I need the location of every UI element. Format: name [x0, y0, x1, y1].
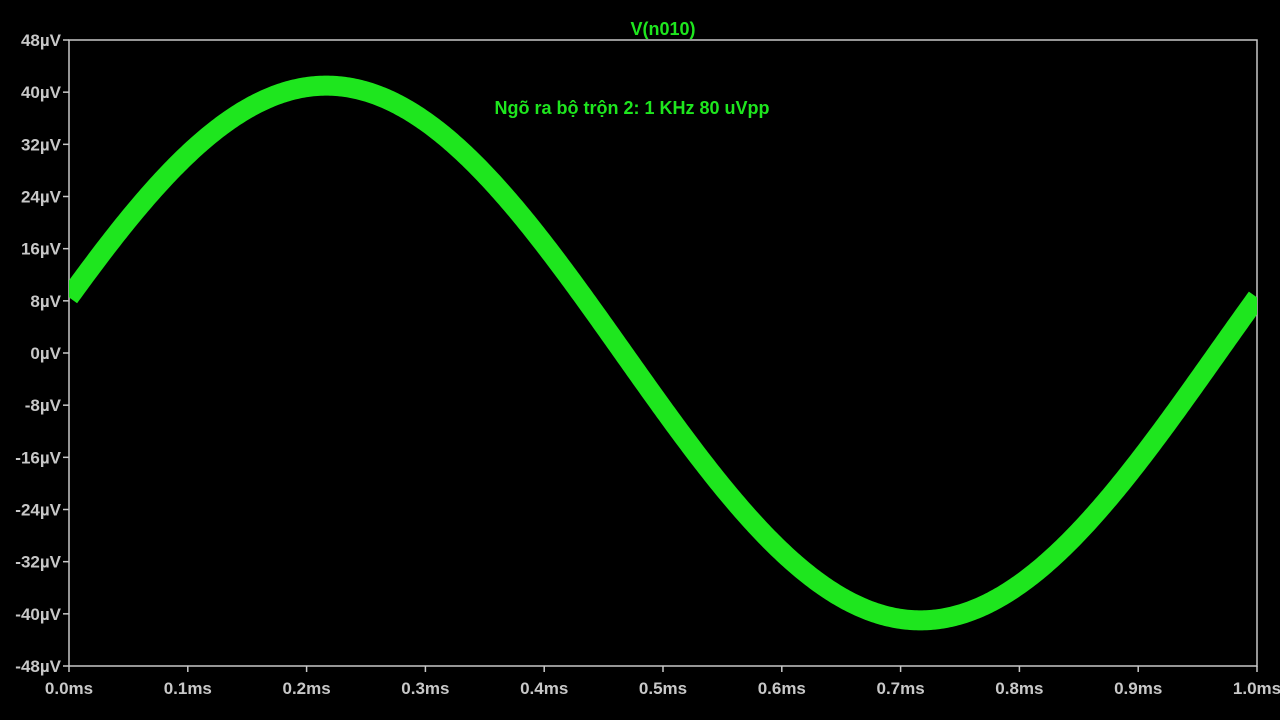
- trace-group: [69, 75, 1257, 631]
- x-tick-label: 0.4ms: [520, 679, 568, 698]
- y-tick-label: 16µV: [21, 240, 62, 259]
- voltage-trace: [69, 75, 1257, 631]
- x-tick-label: 0.7ms: [876, 679, 924, 698]
- y-tick-label: -24µV: [15, 501, 61, 520]
- x-tick-label: 0.1ms: [164, 679, 212, 698]
- x-tick-label: 0.2ms: [282, 679, 330, 698]
- x-tick-label: 0.9ms: [1114, 679, 1162, 698]
- y-tick-label: -48µV: [15, 657, 61, 676]
- x-tick-label: 1.0ms: [1233, 679, 1280, 698]
- y-tick-label: 8µV: [30, 292, 61, 311]
- x-axis-ticks: 0.0ms 0.1ms 0.2ms 0.3ms 0.4ms 0.5ms 0.6ms 0.7ms…: [45, 666, 1280, 698]
- y-axis-ticks: 48µV 40µV 32µV 24µV 16µV 8µV 0µV -8µV -16µV -24µV…: [15, 31, 69, 676]
- y-tick-label: -16µV: [15, 448, 61, 467]
- x-tick-label: 0.8ms: [995, 679, 1043, 698]
- y-tick-label: 40µV: [21, 83, 62, 102]
- x-tick-label: 0.3ms: [401, 679, 449, 698]
- plot-frame: [68, 39, 1258, 667]
- x-tick-label: 0.0ms: [45, 679, 93, 698]
- y-tick-label: 24µV: [21, 188, 62, 207]
- x-tick-label: 0.5ms: [639, 679, 687, 698]
- y-tick-label: -40µV: [15, 605, 61, 624]
- y-tick-label: 32µV: [21, 135, 62, 154]
- chart-title[interactable]: V(n010): [630, 19, 695, 39]
- y-tick-label: 48µV: [21, 31, 62, 50]
- chart-annotation: Ngõ ra bộ trộn 2: 1 KHz 80 uVpp: [494, 98, 769, 118]
- y-tick-label: -32µV: [15, 553, 61, 572]
- x-tick-label: 0.6ms: [758, 679, 806, 698]
- y-tick-label: 0µV: [30, 344, 61, 363]
- y-tick-label: -8µV: [25, 396, 62, 415]
